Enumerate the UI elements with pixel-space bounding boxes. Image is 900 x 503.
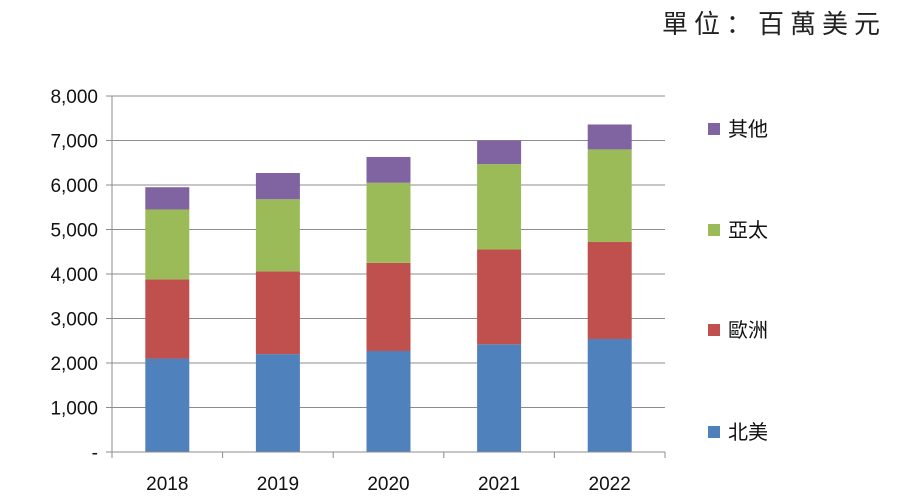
x-tick-label: 2021 <box>478 474 520 495</box>
y-tick-label: - <box>92 443 98 464</box>
bar-2022-北美 <box>587 338 632 452</box>
legend-label: 歐洲 <box>728 318 768 342</box>
bar-2018-北美 <box>145 358 190 452</box>
unit-label: 單位：百萬美元 <box>661 10 886 40</box>
bar-2022-歐洲 <box>587 241 632 339</box>
bar-2019-歐洲 <box>255 271 300 355</box>
x-tick-label: 2022 <box>589 474 631 495</box>
bar-2019-其他 <box>255 172 300 200</box>
bar-2019-亞太 <box>255 199 300 272</box>
legend-label: 亞太 <box>728 218 768 242</box>
x-tick-labels: 2018 2019 2020 2021 2022 <box>146 474 631 495</box>
bar-2020-亞太 <box>366 182 411 263</box>
legend-swatch <box>708 324 720 336</box>
y-tick-label: 1,000 <box>50 399 98 420</box>
bar-2022-亞太 <box>587 149 632 242</box>
y-tick-label: 3,000 <box>50 310 98 331</box>
bar-2021-其他 <box>477 140 522 165</box>
y-tick-label: 8,000 <box>50 87 98 108</box>
bar-2021-北美 <box>477 344 522 452</box>
y-tick-label: 4,000 <box>50 265 98 286</box>
y-tick-label: 6,000 <box>50 176 98 197</box>
legend-swatch <box>708 224 720 236</box>
bars <box>145 124 632 452</box>
y-tick-label: 7,000 <box>50 132 98 153</box>
bar-2019-北美 <box>255 354 300 452</box>
legend-swatch <box>708 426 720 438</box>
bar-2018-亞太 <box>145 209 190 280</box>
bar-2018-其他 <box>145 187 190 210</box>
legend-label: 其他 <box>728 117 768 141</box>
axes <box>106 95 666 458</box>
y-tick-label: 2,000 <box>50 354 98 375</box>
legend-label: 北美 <box>728 420 768 444</box>
bar-2021-歐洲 <box>477 249 522 345</box>
y-tick-labels: - 1,000 2,000 3,000 4,000 5,000 6,000 7,000 8,00… <box>50 87 98 464</box>
y-tick-label: 5,000 <box>50 221 98 242</box>
bar-2022-其他 <box>587 124 632 150</box>
bar-2021-亞太 <box>477 164 522 250</box>
bar-2020-歐洲 <box>366 262 411 351</box>
x-tick-label: 2019 <box>257 474 299 495</box>
bar-2018-歐洲 <box>145 279 190 359</box>
bar-2020-北美 <box>366 350 411 452</box>
bar-2020-其他 <box>366 156 411 183</box>
x-tick-label: 2018 <box>146 474 188 495</box>
x-tick-label: 2020 <box>367 474 409 495</box>
legend-swatch <box>708 123 720 135</box>
